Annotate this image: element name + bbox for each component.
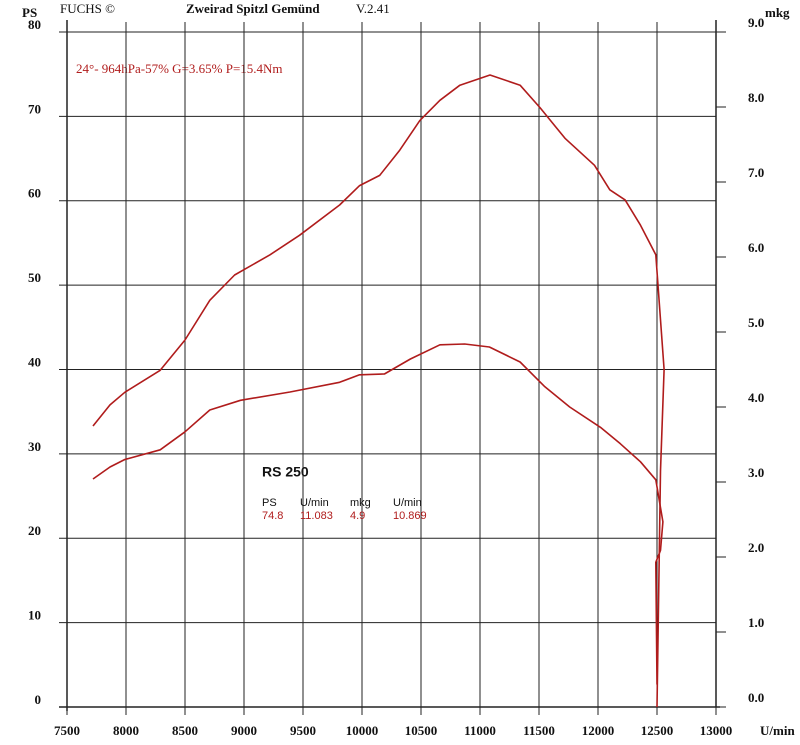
x-tick-label: 12500 [641, 723, 674, 738]
curve [92, 343, 664, 685]
summary-header: U/min [393, 497, 422, 509]
y2-tick-label: 7.0 [748, 165, 764, 180]
y2-tick-label: 2.0 [748, 540, 764, 555]
x-tick-label: 9000 [231, 723, 257, 738]
y2-tick-label: 9.0 [748, 15, 764, 30]
summary-header: mkg [350, 497, 371, 509]
y-tick-label: 70 [28, 101, 41, 116]
brand: FUCHS © [60, 1, 115, 16]
y-tick-label: 0 [35, 692, 42, 707]
x-tick-label: 9500 [290, 723, 316, 738]
y2-tick-label: 1.0 [748, 615, 764, 630]
x-tick-label: 11000 [464, 723, 496, 738]
x-axis-label: U/min [760, 723, 795, 738]
y2-tick-label: 3.0 [748, 465, 764, 480]
annotation: 24°- 964hPa-57% G=3.65% P=15.4Nm [76, 61, 283, 76]
y-tick-label: 60 [28, 186, 41, 201]
summary-value: 74.8 [262, 510, 283, 522]
x-tick-label: 13000 [700, 723, 733, 738]
x-tick-label: 12000 [582, 723, 615, 738]
y2-tick-label: 0.0 [748, 690, 764, 705]
x-tick-label: 8500 [172, 723, 198, 738]
x-tick-label: 11500 [523, 723, 555, 738]
summary-value: 11.083 [300, 510, 333, 522]
x-tick-label: 10500 [405, 723, 438, 738]
summary-value: 10.869 [393, 510, 427, 522]
company: Zweirad Spitzl Gemünd [186, 1, 320, 16]
y2-tick-label: 4.0 [748, 390, 764, 405]
y2-tick-label: 5.0 [748, 315, 764, 330]
curve [92, 74, 665, 708]
y2-tick-label: 8.0 [748, 90, 764, 105]
summary-header: U/min [300, 497, 329, 509]
x-tick-label: 10000 [346, 723, 379, 738]
version: V.2.41 [356, 1, 390, 16]
summary-value: 4.9 [350, 510, 365, 522]
y-tick-label: 80 [28, 17, 41, 32]
x-tick-label: 7500 [54, 723, 80, 738]
y-tick-label: 10 [28, 608, 41, 623]
left-unit: PS [22, 5, 37, 20]
x-tick-label: 8000 [113, 723, 139, 738]
summary-title: RS 250 [262, 464, 309, 480]
summary-header: PS [262, 497, 277, 509]
right-unit: mkg [765, 5, 790, 20]
y-tick-label: 30 [28, 439, 41, 454]
y-tick-label: 40 [28, 354, 41, 369]
y-tick-label: 50 [28, 270, 41, 285]
y-tick-label: 20 [28, 523, 41, 538]
y2-tick-label: 6.0 [748, 240, 764, 255]
